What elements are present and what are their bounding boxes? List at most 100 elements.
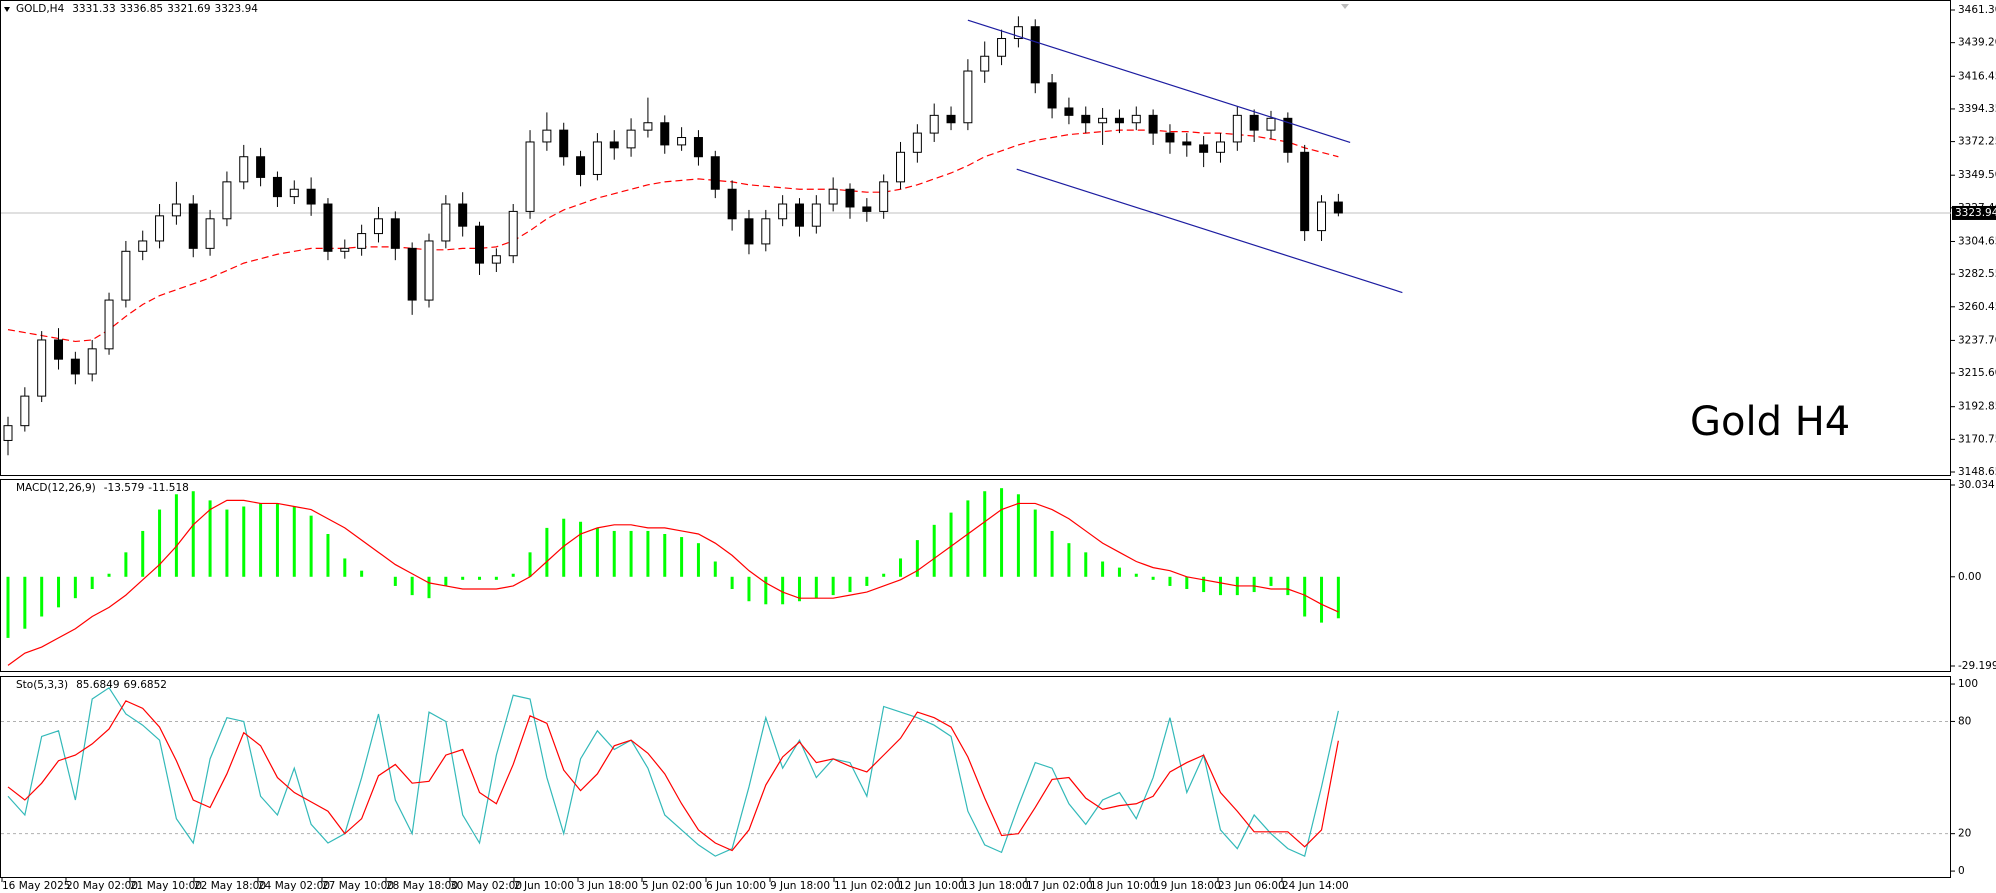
candle-body xyxy=(559,129,569,158)
candle-body xyxy=(1131,114,1141,124)
candle-body xyxy=(390,218,400,249)
histogram-bar xyxy=(40,576,44,617)
x-tick-label: 19 Jun 18:00 xyxy=(1154,880,1221,892)
header-part: GOLD,H4 xyxy=(16,3,65,15)
candle-body xyxy=(997,38,1007,57)
candle-body xyxy=(87,348,97,375)
candle-body xyxy=(1266,117,1276,131)
histogram-bar xyxy=(23,576,27,629)
x-tick-label: 24 Jun 14:00 xyxy=(1282,880,1349,892)
last-price-label: 3323.94 xyxy=(1955,207,1996,219)
candle-body xyxy=(1148,114,1158,134)
candle-body xyxy=(222,181,232,220)
histogram-bar xyxy=(1084,552,1088,577)
candle-body xyxy=(155,215,165,242)
trend-channel xyxy=(1016,168,1403,294)
x-tick-label: 20 May 02:00 xyxy=(66,880,138,892)
histogram-bar xyxy=(225,509,229,577)
histogram-bar xyxy=(158,509,162,577)
candle-body xyxy=(677,137,687,146)
histogram-bar xyxy=(797,576,801,602)
y-tick-label: 3170.75 xyxy=(1958,433,1996,445)
candle-body xyxy=(525,141,535,212)
header-part: 3336.85 xyxy=(120,3,163,15)
histogram-bar xyxy=(259,503,263,577)
histogram-bar xyxy=(915,540,919,577)
candle-body xyxy=(660,122,670,146)
histogram-bar xyxy=(107,573,111,577)
y-tick-label: 3148.65 xyxy=(1958,466,1996,478)
candle-body xyxy=(609,141,619,149)
candle-body xyxy=(744,218,754,245)
stochastic-line xyxy=(7,686,1339,857)
candle-body xyxy=(1047,82,1057,109)
y-tick-label: 20 xyxy=(1958,828,1971,840)
histogram-bar xyxy=(612,530,616,577)
histogram-bar xyxy=(932,524,936,577)
histogram-bar xyxy=(343,558,347,577)
candle-body xyxy=(407,247,417,301)
histogram-bar xyxy=(292,506,296,577)
y-tick-label: 3304.65 xyxy=(1958,235,1996,247)
histogram-bar xyxy=(562,518,566,577)
candle-body xyxy=(1333,201,1343,214)
candle-body xyxy=(1064,107,1074,116)
x-tick-label: 9 Jun 18:00 xyxy=(770,880,830,892)
candle-body xyxy=(727,188,737,220)
histogram-bar xyxy=(6,576,10,638)
candle-body xyxy=(879,181,889,212)
histogram-bar xyxy=(1202,576,1206,593)
candle-body xyxy=(862,206,872,212)
y-tick-label: 3215.60 xyxy=(1958,367,1996,379)
histogram-bar xyxy=(680,537,684,577)
header-part: Sto(5,3,3) xyxy=(16,679,68,691)
menu-arrow xyxy=(4,7,10,12)
histogram-bar xyxy=(174,494,178,577)
candle-body xyxy=(794,203,804,227)
candle-body xyxy=(357,233,367,249)
candle-body xyxy=(1114,117,1124,124)
candle-body xyxy=(171,203,181,217)
chart-layer: 3461.30 3439.20 3416.45 3394.35 3372.25 3349.… xyxy=(1,3,1996,892)
candle-body xyxy=(289,188,299,198)
chart-annotation: Gold H4 xyxy=(1690,399,1850,445)
histogram-bar xyxy=(865,576,869,586)
candle-body xyxy=(256,156,266,178)
y-tick-label: 30.034 xyxy=(1958,479,1995,491)
histogram-bar xyxy=(1134,573,1138,577)
histogram-bar xyxy=(73,576,77,599)
candle-body xyxy=(1182,141,1192,146)
y-tick-label: 0.00 xyxy=(1958,571,1981,583)
x-tick-label: 30 May 02:00 xyxy=(450,880,522,892)
candle-body xyxy=(239,156,249,183)
candle-body xyxy=(306,188,316,205)
candle-body xyxy=(693,137,703,158)
candle-body xyxy=(1030,26,1040,84)
histogram-bar xyxy=(629,530,633,577)
header-part: 3321.69 xyxy=(167,3,210,15)
candle-body xyxy=(54,339,64,360)
candle-body xyxy=(121,250,131,301)
candle-body xyxy=(1215,141,1225,153)
histogram-bar xyxy=(579,521,583,577)
histogram-bar xyxy=(781,576,785,605)
histogram-bar xyxy=(1101,561,1105,577)
stochastic-panel xyxy=(0,676,1951,878)
indicator-header: GOLD,H4 3331.33 3336.85 3321.69 3323.94 xyxy=(16,3,258,15)
x-tick-label: 11 Jun 02:00 xyxy=(834,880,901,892)
y-tick-label: 3282.55 xyxy=(1958,268,1996,280)
histogram-bar xyxy=(1336,576,1340,619)
candle-body xyxy=(896,151,906,183)
candle-body xyxy=(272,176,282,198)
header-part: 69.6852 xyxy=(124,679,167,691)
histogram-bar xyxy=(814,576,818,599)
x-tick-label: 2 Jun 10:00 xyxy=(514,880,574,892)
histogram-bar xyxy=(309,515,313,577)
y-tick-label: 80 xyxy=(1958,715,1971,727)
x-tick-label: 3 Jun 18:00 xyxy=(578,880,638,892)
candle-body xyxy=(1081,114,1091,124)
histogram-bar xyxy=(831,576,835,596)
shift-marker xyxy=(1341,4,1349,9)
candle-body xyxy=(845,188,855,208)
